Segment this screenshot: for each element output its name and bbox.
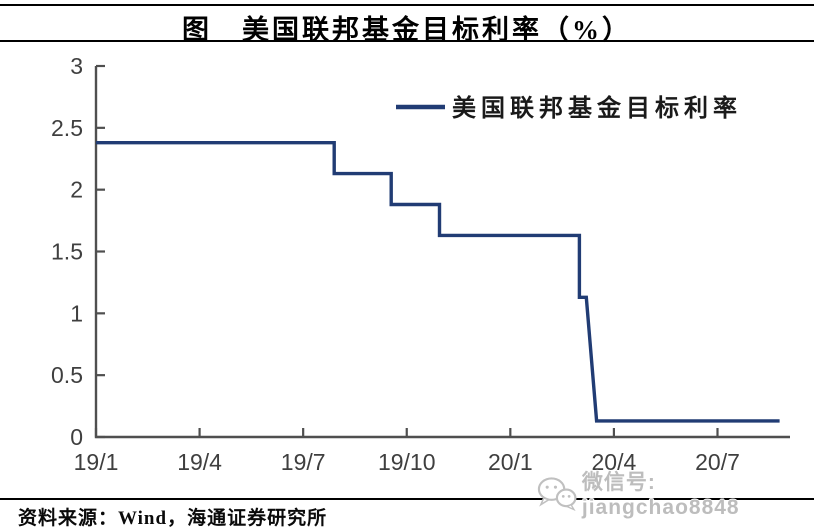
- x-tick-label: 19/4: [177, 449, 222, 475]
- source-note: 资料来源：Wind，海通证券研究所: [18, 508, 328, 527]
- y-tick-label: 2.5: [51, 115, 83, 141]
- x-tick-label: 19/7: [281, 449, 326, 475]
- x-tick-label: 20/1: [488, 449, 533, 475]
- title-divider: [0, 40, 814, 42]
- y-tick-label: 1.5: [51, 239, 83, 265]
- footer-divider: [0, 498, 814, 500]
- legend-label: 美国联邦基金目标利率: [452, 94, 742, 122]
- wechat-icon: [537, 477, 577, 511]
- top-divider: [0, 4, 814, 6]
- y-tick-label: 2: [70, 177, 83, 203]
- fed-funds-rate-chart: 19/1 19/4 19/7 19/10 20/1 20/4 20/7 0 0.5 1 1.5 2 2.…: [51, 53, 790, 475]
- y-tick-label: 0: [70, 424, 83, 450]
- x-tick-label: 20/4: [592, 449, 637, 475]
- x-tick-label: 19/1: [74, 449, 119, 475]
- y-tick-label: 1: [70, 300, 83, 326]
- watermark: 微信号: jiangchao8848: [536, 466, 814, 520]
- watermark-label: 微信号: jiangchao8848: [581, 471, 740, 519]
- x-tick-label: 20/7: [695, 449, 740, 475]
- x-tick-label: 19/10: [378, 449, 436, 475]
- y-tick-label: 0.5: [51, 362, 83, 388]
- rate-series-line: [96, 140, 780, 423]
- y-tick-label: 3: [70, 53, 83, 79]
